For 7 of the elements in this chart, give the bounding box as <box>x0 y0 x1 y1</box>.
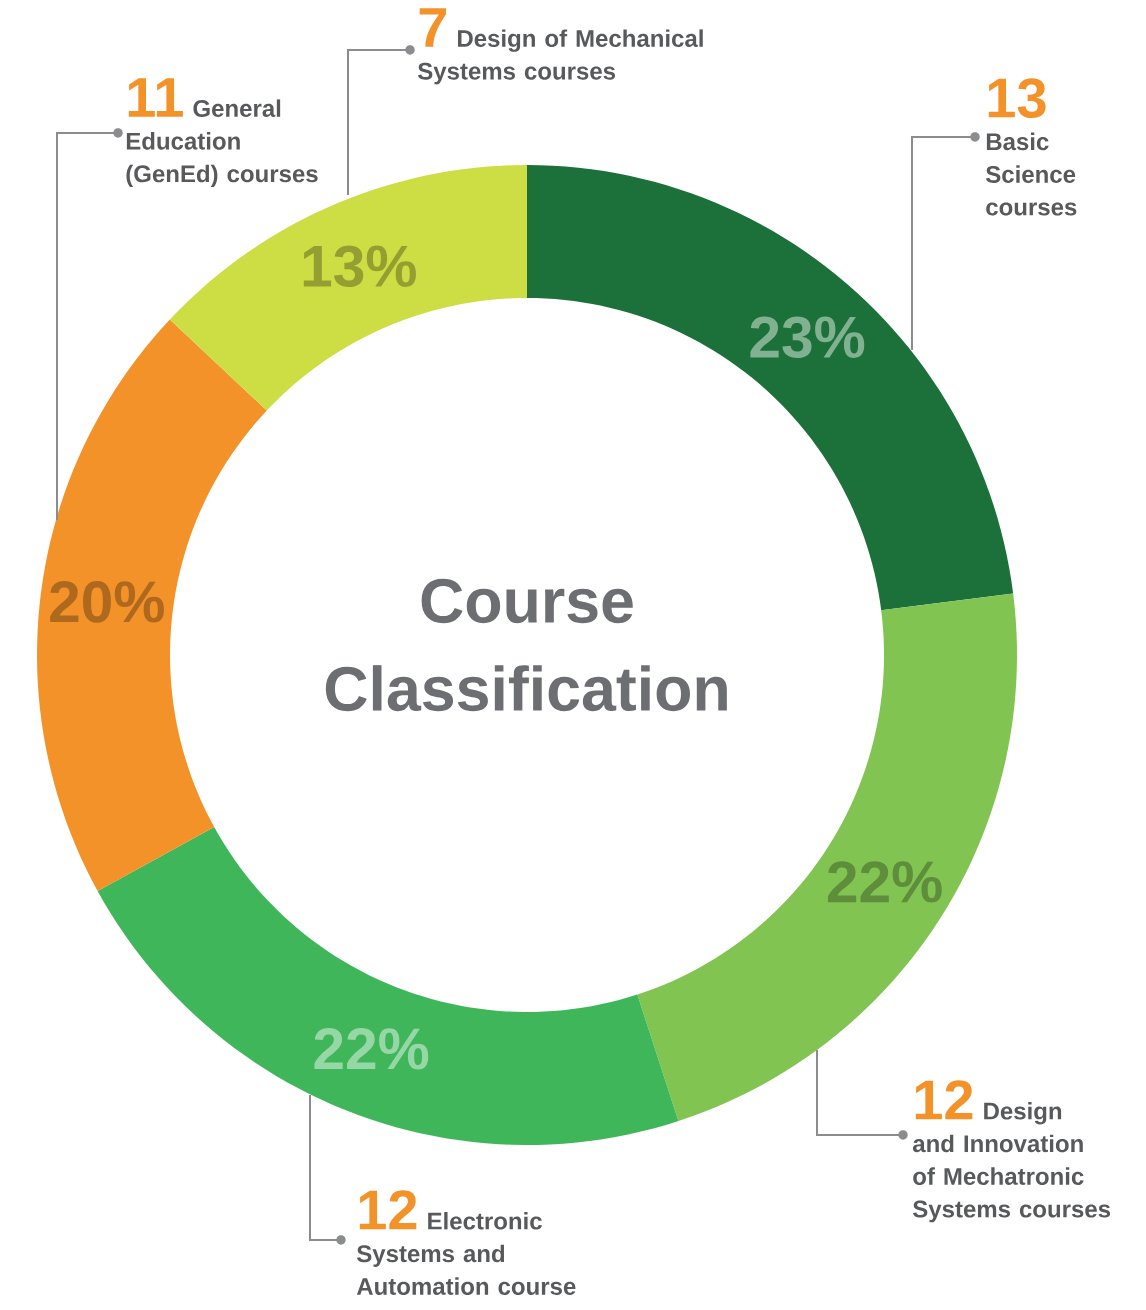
text: 13 <box>988 78 1046 118</box>
text: Course Classification <box>325 578 727 712</box>
data-label: 20% <box>50 581 164 623</box>
data-label: 23% <box>750 316 865 359</box>
data-label: 13% <box>303 245 416 288</box>
data-label: 22% <box>314 1028 429 1070</box>
slice-label: Basic Science courses <box>985 132 1077 216</box>
